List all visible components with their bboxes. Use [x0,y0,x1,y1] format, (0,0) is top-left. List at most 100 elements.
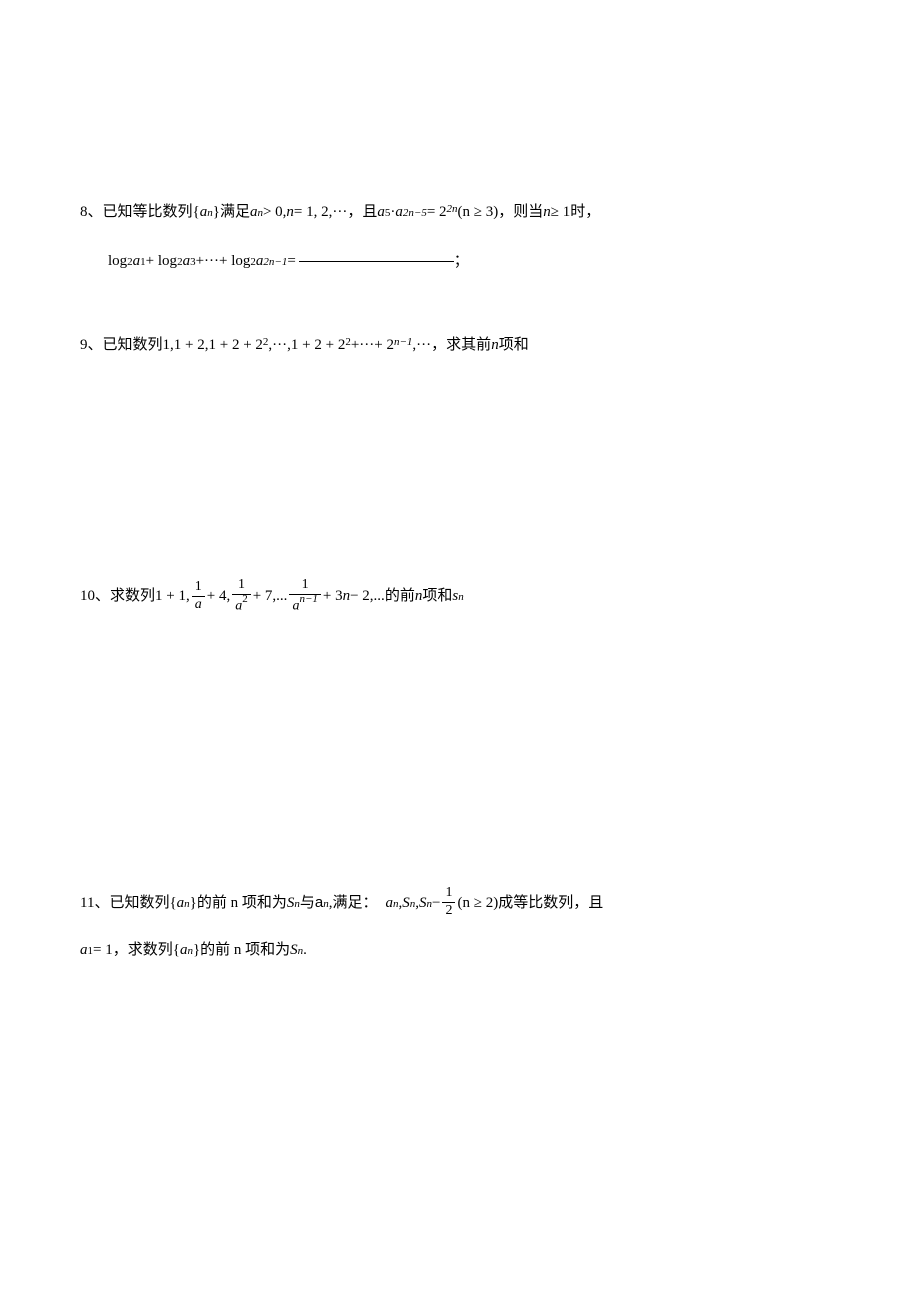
text: 的前 [385,584,415,608]
text: 时， [570,200,600,224]
eq: = 2 [427,200,447,224]
var-n: n [343,584,351,608]
sub-1: 1 [140,254,146,272]
text: 项和 [422,584,452,608]
var-S: S [287,891,295,915]
sub-n: n [257,205,263,223]
sub-n: n [187,943,193,961]
sub-2: 2 [127,254,133,272]
brace: } [190,891,197,915]
var-a3: a [183,249,191,273]
answer-blank[interactable] [299,261,454,262]
sub-n: n [207,205,213,223]
var-a: a [180,938,188,962]
problem-9-line-1: 9、 已知数列 1,1 + 2,1 + 2 + 2 2 ,···,1 + 2 +… [80,333,840,357]
brace: { [169,891,176,915]
sub-n: n [427,896,433,914]
brace: } [193,938,200,962]
minus: − [432,891,440,915]
sub-n: n [410,896,416,914]
sub-n: n [393,896,399,914]
text: 已知数列 [109,891,169,915]
sub-2n5: 2n−5 [403,205,427,223]
var-Sn: S [419,891,427,915]
problem-number: 11、 [80,891,109,915]
semicolon: ； [454,249,469,273]
plus-log: +···+ log [196,249,251,273]
fraction-half: 1 2 [442,885,455,920]
problem-10-line-1: 10、 求数列 1 + 1, 1 a + 4, 1 a2 + 7,... 1 a… [80,577,840,615]
frac-bot-a: a [195,597,202,612]
problem-11-line-1: 11、 已知数列 { a n } 的前 n 项和为 S n 与 a n ,满足：… [80,885,840,920]
text: ，且 [347,200,377,224]
var-a1: a [133,249,141,273]
frac-top: 1 [442,885,455,903]
var-n: n [543,200,551,224]
text: 的前 n 项和为 [197,891,287,915]
problem-number: 8、 [80,200,103,224]
var-a2n1: a [256,249,264,273]
paren: (n ≥ 2) [457,891,498,915]
exp-2n: 2n [447,201,458,219]
plus-log: + log [146,249,177,273]
sub-n: n [184,896,190,914]
sub-n: n [298,943,304,961]
text: ，求其前 [431,333,491,357]
var-a1: a [80,938,88,962]
fraction-3: 1 an−1 [289,577,320,615]
text: ，则当 [498,200,543,224]
var-a2n5: a [395,200,403,224]
exp-n1: n−1 [299,593,317,605]
term-4b: − 2,... [350,584,385,608]
term-2: + 4, [207,584,230,608]
var-S: S [290,938,298,962]
dot: . [303,938,307,962]
exp-n1: n−1 [394,334,412,352]
var-a: a [200,200,208,224]
problem-number: 9、 [80,333,103,357]
sub-2: 2 [177,254,183,272]
term-4: + 3 [323,584,343,608]
brace: { [193,200,200,224]
text: 已知等比数列 [103,200,193,224]
frac-bot: 2 [442,903,455,920]
eq: = 1 [93,938,113,962]
brace: { [173,938,180,962]
sub-5: 5 [385,205,391,223]
paren: (n ≥ 3) [458,200,499,224]
exp-2: 2 [242,593,248,605]
cond: > 0, [263,200,286,224]
term-3: + 7,... [253,584,288,608]
exp-2: 2 [345,334,351,352]
var-Sn: S [402,891,410,915]
sub-3: 3 [190,254,196,272]
problem-8: 8、 已知等比数列 { a n } 满足 a n > 0, n = 1, 2,·… [80,200,840,273]
text: 已知数列 [103,333,163,357]
problem-8-line-2: log 2 a 1 + log 2 a 3 +···+ log 2 a 2n−1… [80,249,840,273]
text: ，求数列 [113,938,173,962]
text: 项和 [499,333,529,357]
problem-10: 10、 求数列 1 + 1, 1 a + 4, 1 a2 + 7,... 1 a… [80,577,840,615]
exp-2: 2 [263,334,269,352]
dots: ,··· [412,333,431,357]
problem-9: 9、 已知数列 1,1 + 2,1 + 2 + 2 2 ,···,1 + 2 +… [80,333,840,357]
text: ,满足： [329,891,378,915]
plus: +···+ 2 [351,333,394,357]
problem-8-line-1: 8、 已知等比数列 { a n } 满足 a n > 0, n = 1, 2,·… [80,200,840,224]
var-a: a [177,891,185,915]
text: 满足 [220,200,250,224]
ge: ≥ 1 [551,200,570,224]
var-a5: a [377,200,385,224]
text: 求数列 [110,584,155,608]
sub-n: n [323,896,329,914]
problem-11: 11、 已知数列 { a n } 的前 n 项和为 S n 与 a n ,满足：… [80,885,840,962]
var-n: n [415,584,423,608]
frac-top: 1 [192,579,205,597]
var-n: n [491,333,499,357]
sub-2n1: 2n−1 [263,254,287,272]
sub-n: n [458,589,464,607]
problem-number: 10、 [80,584,110,608]
dots: ,···,1 + 2 + 2 [268,333,345,357]
term-1: 1 + 1, [155,584,190,608]
var-an: a [386,891,394,915]
